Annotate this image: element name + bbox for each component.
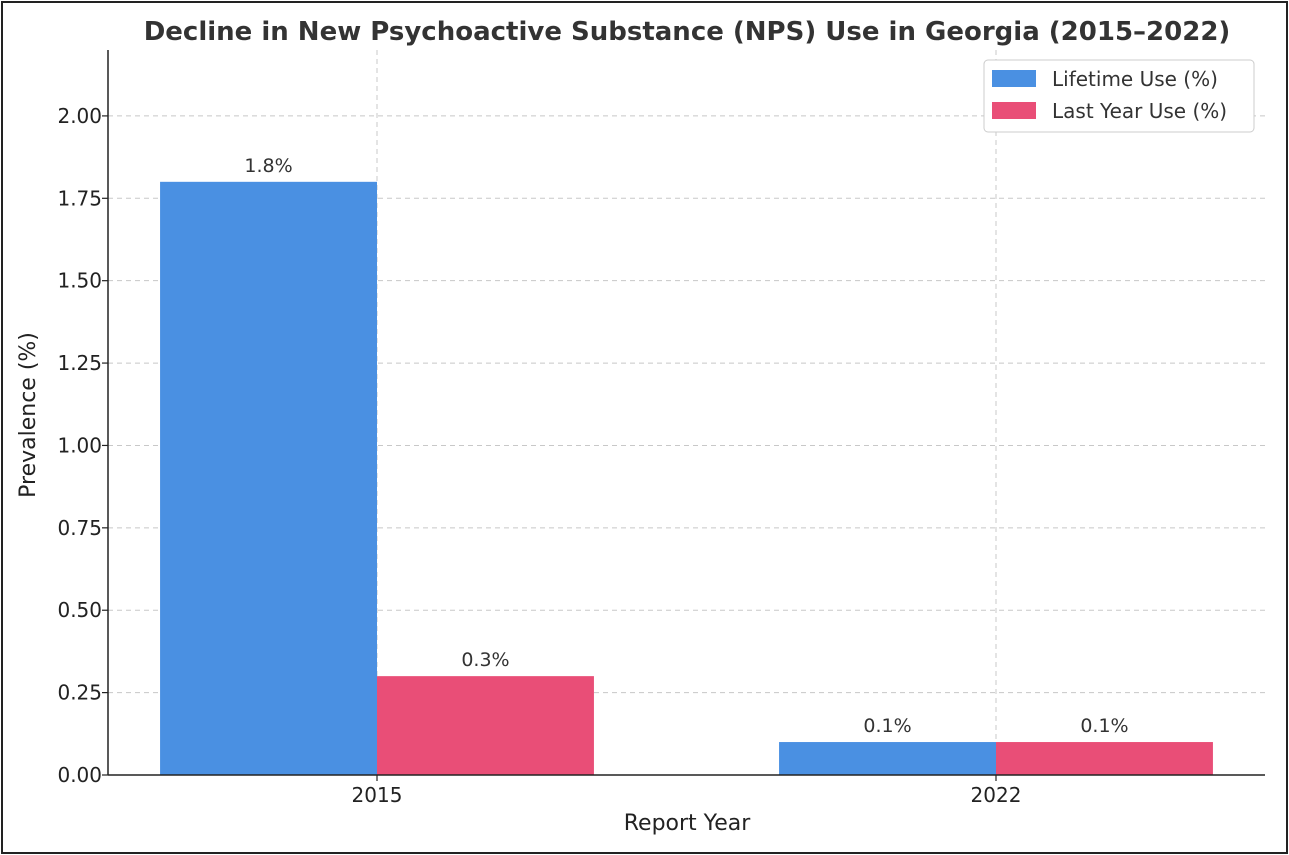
y-tick-label: 0.75 <box>57 516 102 540</box>
y-tick-label: 1.00 <box>57 433 102 457</box>
y-tick-label: 0.50 <box>57 598 102 622</box>
y-tick-label: 1.50 <box>57 269 102 293</box>
legend-swatch <box>992 102 1036 119</box>
y-tick-label: 1.25 <box>57 351 102 375</box>
y-axis-label: Prevalence (%) <box>16 332 41 498</box>
bar-value-label: 0.1% <box>863 715 911 737</box>
x-axis-label: Report Year <box>624 811 751 836</box>
x-tick-label: 2015 <box>352 783 403 807</box>
bar-value-label: 1.8% <box>244 155 292 177</box>
legend-swatch <box>992 70 1036 87</box>
y-tick-label: 0.00 <box>57 763 102 787</box>
bar-value-label: 0.3% <box>461 649 509 671</box>
legend-label: Lifetime Use (%) <box>1052 67 1218 91</box>
y-ticks: 0.00 0.25 0.50 0.75 1.00 1.25 1.50 1.75 2.00 <box>57 104 108 787</box>
bar-last-year-2015 <box>377 676 594 775</box>
chart-title: Decline in New Psychoactive Substance (N… <box>144 17 1231 47</box>
legend-box <box>983 59 1255 133</box>
bar-labels: 1.8% 0.3% 0.1% 0.1% <box>244 155 1128 737</box>
bars <box>160 181 1213 775</box>
y-tick-label: 2.00 <box>57 104 102 128</box>
bar-lifetime-2015 <box>160 181 378 775</box>
legend-label: Last Year Use (%) <box>1052 99 1227 123</box>
x-tick-label: 2022 <box>971 783 1022 807</box>
x-ticks: 2015 2022 <box>352 775 1022 807</box>
bar-lifetime-2022 <box>779 742 996 775</box>
axes <box>107 50 1265 776</box>
legend: Lifetime Use (%) Last Year Use (%) <box>983 59 1255 133</box>
bar-last-year-2022 <box>995 742 1213 775</box>
y-tick-label: 0.25 <box>57 681 102 705</box>
bar-value-label: 0.1% <box>1080 715 1128 737</box>
y-tick-label: 1.75 <box>57 186 102 210</box>
